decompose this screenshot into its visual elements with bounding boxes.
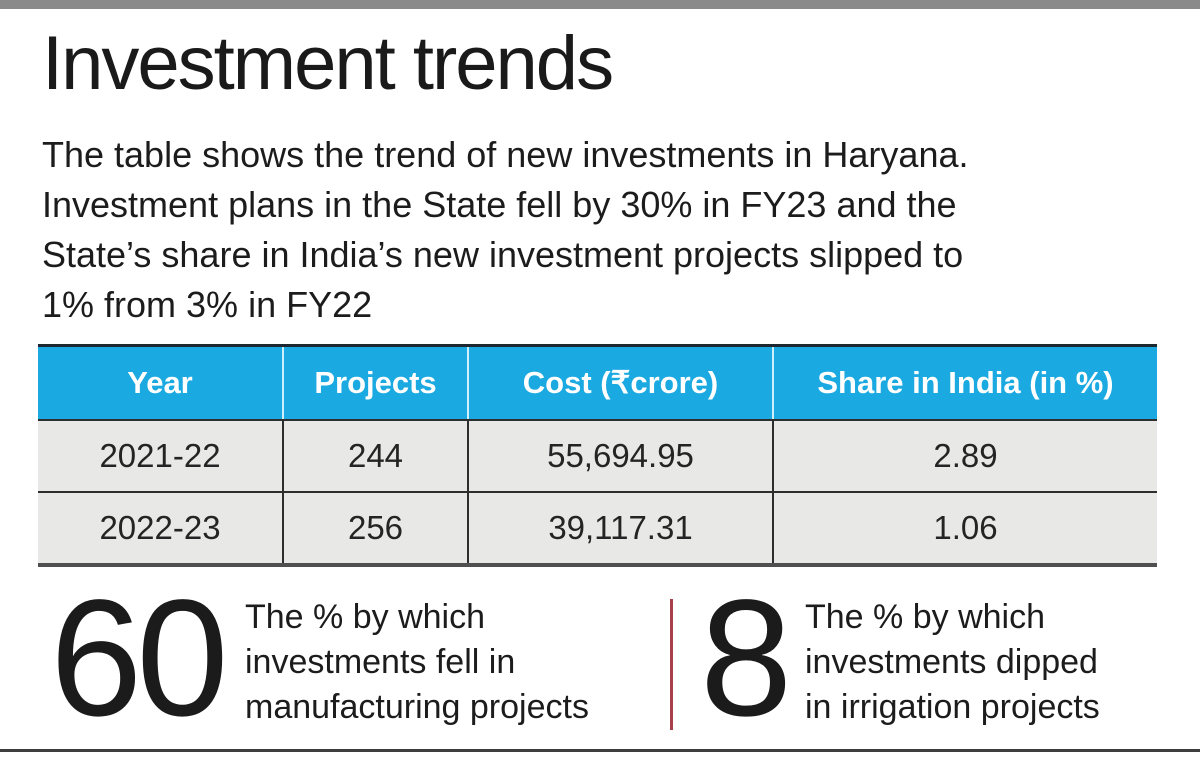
bottom-rule [0, 749, 1200, 752]
stat-label-line: The % by which [805, 598, 1045, 636]
table-cell-share: 2.89 [772, 419, 1157, 491]
table-header-share: Share in India (in %) [772, 347, 1157, 419]
stat-label-line: The % by which [245, 598, 485, 636]
investment-table: Year Projects Cost (₹crore) Share in Ind… [38, 344, 1157, 567]
table-header-year: Year [38, 347, 282, 419]
table-cell-projects: 244 [282, 419, 467, 491]
page-title: Investment trends [42, 21, 614, 106]
table-header-row: Year Projects Cost (₹crore) Share in Ind… [38, 347, 1157, 419]
table-cell-cost: 55,694.95 [467, 419, 772, 491]
stat-label-irrigation: The % by which investments dipped in irr… [805, 595, 1100, 730]
table-cell-projects: 256 [282, 491, 467, 563]
stat-label-line: investments dipped [805, 643, 1098, 681]
top-bar [0, 0, 1200, 9]
table-cell-share: 1.06 [772, 491, 1157, 563]
table-cell-year: 2022-23 [38, 491, 282, 563]
table-cell-year: 2021-22 [38, 419, 282, 491]
stat-label-manufacturing: The % by which investments fell in manuf… [245, 595, 589, 730]
description-line: 1% from 3% in FY22 [42, 284, 373, 325]
table-header-cost: Cost (₹crore) [467, 347, 772, 419]
description-line: The table shows the trend of new investm… [42, 134, 969, 175]
stat-value-manufacturing: 60 [50, 566, 229, 751]
description-line: Investment plans in the State fell by 30… [42, 184, 957, 225]
stat-divider [670, 599, 673, 730]
stat-label-line: investments fell in [245, 643, 516, 681]
table-cell-cost: 39,117.31 [467, 491, 772, 563]
stat-label-line: in irrigation projects [805, 688, 1100, 726]
description: The table shows the trend of new investm… [42, 130, 969, 330]
table-row: 2021-22 244 55,694.95 2.89 [38, 419, 1157, 491]
stat-label-line: manufacturing projects [245, 688, 589, 726]
stat-value-irrigation: 8 [700, 566, 793, 751]
description-line: State’s share in India’s new investment … [42, 234, 964, 275]
table-row: 2022-23 256 39,117.31 1.06 [38, 491, 1157, 563]
table-header-projects: Projects [282, 347, 467, 419]
